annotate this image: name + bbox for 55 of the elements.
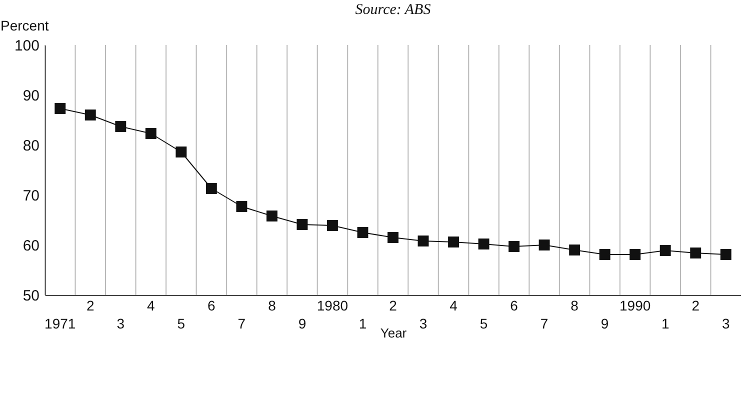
point: [630, 249, 641, 260]
x-tick-label: 3: [722, 316, 730, 332]
y-tick-label: 100: [14, 38, 40, 54]
point: [538, 240, 550, 250]
x-axis-title: Year: [380, 326, 408, 340]
point: [296, 219, 308, 230]
point: [145, 128, 156, 139]
point: [327, 220, 338, 231]
point: [690, 248, 702, 258]
point: [266, 210, 278, 222]
x-tick-label: 3: [419, 316, 428, 332]
x-tick-label: 1: [661, 316, 670, 332]
y-tick-label: 60: [22, 238, 40, 254]
x-tick-label: 9: [298, 316, 306, 332]
x-tick-label: 8: [570, 298, 579, 314]
x-tick-label: 2: [389, 298, 398, 314]
point: [84, 110, 96, 120]
x-tick-label: 1980: [316, 298, 348, 314]
y-tick-label: 80: [22, 138, 40, 154]
point: [569, 244, 580, 256]
point: [508, 241, 520, 252]
y-tick-label: 50: [22, 288, 40, 304]
y-tick-label: 90: [22, 88, 40, 104]
point: [660, 245, 671, 256]
y-axis-title: Percent: [0, 18, 49, 34]
x-tick-label: 4: [147, 298, 156, 314]
point: [176, 146, 187, 158]
point: [236, 201, 248, 212]
x-tick-label: 2: [692, 298, 700, 314]
x-tick-label: 9: [600, 316, 609, 332]
x-tick-label: 7: [540, 316, 548, 332]
point: [448, 236, 459, 248]
point: [720, 249, 732, 260]
point: [115, 121, 126, 132]
x-tick-label: 3: [116, 316, 125, 332]
y-tick-label: 70: [22, 188, 40, 204]
point: [478, 238, 490, 250]
x-tick-label: 6: [510, 298, 518, 314]
x-tick-label: 8: [268, 298, 276, 314]
x-tick-label: 5: [480, 316, 488, 332]
point: [54, 103, 66, 114]
x-tick-label: 5: [177, 316, 186, 332]
x-tick-label: 4: [450, 298, 458, 314]
x-tick-label: 1971: [44, 316, 76, 332]
point: [388, 232, 398, 243]
point: [357, 227, 368, 238]
x-tick-label: 7: [238, 316, 246, 332]
x-tick-label: 1: [358, 316, 367, 332]
x-tick-label: 1990: [620, 298, 651, 314]
point: [599, 249, 610, 260]
point: [206, 183, 217, 194]
x-tick-label: 2: [86, 298, 94, 314]
source-note: Source: ABS: [355, 2, 432, 18]
x-tick-label: 6: [208, 298, 216, 314]
point: [418, 236, 429, 246]
